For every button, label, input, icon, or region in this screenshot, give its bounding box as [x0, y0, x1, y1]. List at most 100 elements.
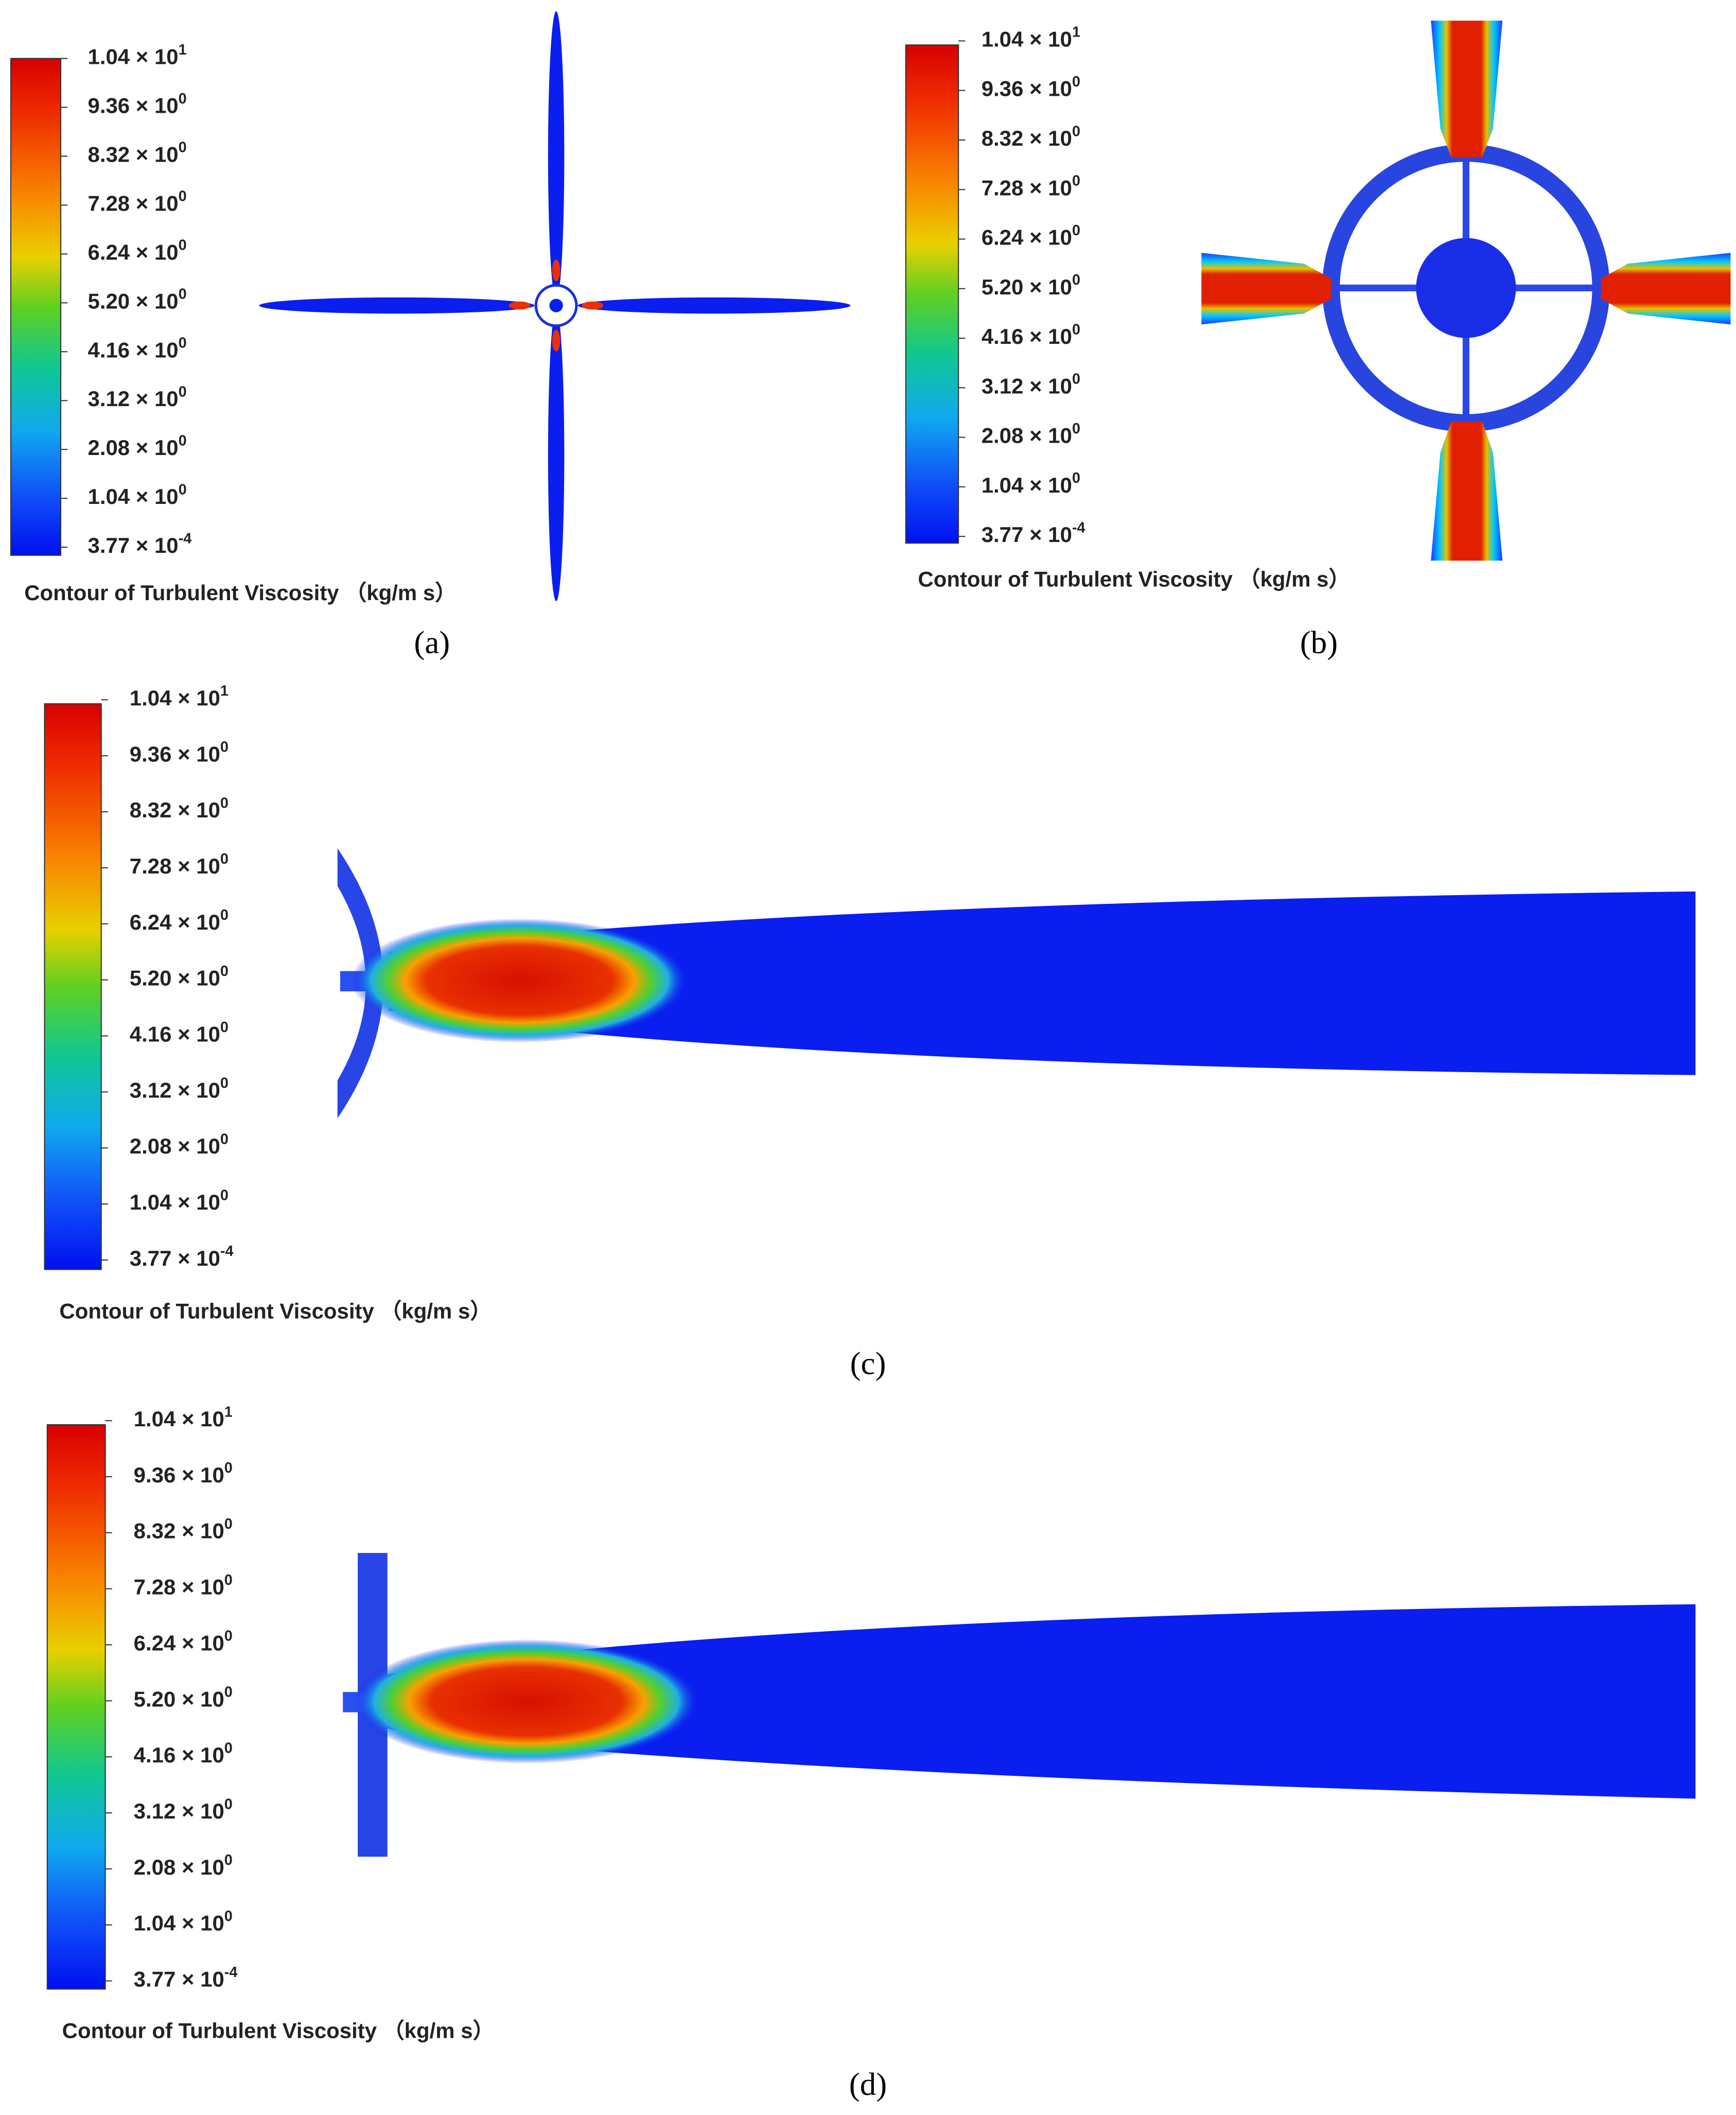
label-base: 4.16 × 10	[130, 1022, 220, 1046]
label-base: 3.12 × 10	[134, 1799, 224, 1823]
label-base: 5.20 × 10	[134, 1687, 224, 1711]
label-base: 7.28 × 10	[87, 191, 178, 216]
label-exponent: 1	[179, 41, 187, 58]
colorbar-label: 1.04 × 101	[87, 41, 186, 68]
colorbar-label: 9.36 × 100	[87, 90, 186, 117]
label-exponent: 0	[224, 1628, 233, 1644]
label-exponent: 0	[220, 851, 229, 867]
label-exponent: 0	[1072, 172, 1080, 189]
label-base: 7.28 × 10	[134, 1575, 224, 1599]
label-base: 3.12 × 10	[981, 374, 1072, 398]
label-exponent: 0	[220, 739, 229, 755]
panel-caption: (a)	[414, 624, 450, 660]
colorbar-label: 8.32 × 100	[87, 139, 186, 166]
label-exponent: 0	[224, 1516, 233, 1532]
colorbar-label: 7.28 × 100	[134, 1571, 233, 1599]
label-exponent: 0	[1072, 420, 1080, 436]
label-exponent: 0	[179, 432, 187, 449]
label-base: 2.08 × 10	[87, 435, 178, 460]
colorbar	[905, 44, 959, 544]
colorbar-label: 3.12 × 100	[87, 383, 186, 411]
colorbar	[46, 1424, 106, 1990]
geometry-c	[337, 848, 1696, 1118]
colorbar-label: 1.04 × 100	[981, 470, 1080, 497]
colorbar-label: 3.77 × 10-4	[130, 1243, 234, 1270]
label-base: 1.04 × 10	[130, 686, 220, 710]
label-base: 1.04 × 10	[87, 45, 178, 69]
colorbar-label: 4.16 × 100	[134, 1740, 233, 1767]
label-base: 1.04 × 10	[134, 1407, 224, 1431]
label-exponent: 0	[224, 1460, 233, 1476]
label-base: 2.08 × 10	[134, 1855, 224, 1879]
colorbar-label: 4.16 × 100	[130, 1019, 229, 1046]
label-exponent: 0	[1072, 321, 1080, 338]
colorbar-label: 9.36 × 100	[134, 1460, 233, 1487]
label-base: 9.36 × 10	[134, 1463, 224, 1487]
legend-title: Contour of Turbulent Viscosity （kg/m s）	[24, 581, 457, 605]
label-exponent: 0	[220, 1187, 229, 1203]
label-base: 4.16 × 10	[981, 324, 1072, 348]
label-exponent: 0	[179, 481, 187, 498]
label-exponent: 0	[1072, 272, 1080, 288]
colorbar-label: 9.36 × 100	[130, 739, 229, 766]
label-exponent: 0	[1072, 74, 1080, 90]
colorbar-label: 6.24 × 100	[130, 907, 229, 934]
label-base: 6.24 × 10	[130, 910, 220, 934]
colorbar-label: 4.16 × 100	[981, 321, 1080, 348]
label-base: 1.04 × 10	[981, 473, 1072, 497]
colorbar-label: 1.04 × 100	[134, 1908, 233, 1935]
label-exponent: 1	[1072, 24, 1080, 40]
geometry-d	[343, 1553, 1696, 1857]
colorbar-label: 7.28 × 100	[87, 188, 186, 215]
label-exponent: 0	[220, 1019, 229, 1035]
label-exponent: -4	[220, 1243, 234, 1260]
label-base: 4.16 × 10	[87, 338, 178, 362]
label-exponent: 0	[179, 139, 187, 155]
label-base: 5.20 × 10	[981, 275, 1072, 299]
colorbar-label: 5.20 × 100	[87, 286, 186, 313]
label-base: 8.32 × 10	[130, 798, 220, 822]
colorbar-label: 3.12 × 100	[130, 1075, 229, 1102]
colorbar	[44, 703, 102, 1270]
colorbar-label: 5.20 × 100	[130, 963, 229, 990]
label-exponent: 0	[1072, 222, 1080, 238]
label-exponent: 1	[224, 1404, 233, 1420]
colorbar-label: 6.24 × 100	[134, 1628, 233, 1655]
label-base: 6.24 × 10	[87, 240, 178, 264]
label-exponent: 0	[179, 90, 187, 107]
label-exponent: -4	[179, 530, 192, 547]
label-exponent: 0	[220, 795, 229, 811]
label-base: 3.77 × 10	[134, 1967, 224, 1991]
colorbar-label: 2.08 × 100	[134, 1852, 233, 1879]
colorbar	[10, 58, 62, 556]
colorbar-label: 1.04 × 101	[134, 1404, 233, 1431]
label-base: 6.24 × 10	[981, 225, 1072, 250]
label-base: 1.04 × 10	[87, 484, 178, 509]
label-base: 2.08 × 10	[130, 1134, 220, 1158]
label-base: 7.28 × 10	[981, 176, 1072, 200]
label-base: 5.20 × 10	[87, 289, 178, 313]
label-exponent: 0	[220, 1131, 229, 1147]
label-base: 4.16 × 10	[134, 1743, 224, 1767]
colorbar-label: 8.32 × 100	[130, 795, 229, 822]
label-exponent: 0	[224, 1908, 233, 1925]
label-base: 3.77 × 10	[87, 533, 178, 557]
geometry-b	[1201, 21, 1731, 561]
label-exponent: 0	[220, 963, 229, 980]
colorbar-label: 1.04 × 101	[981, 24, 1080, 51]
label-base: 3.12 × 10	[87, 387, 178, 411]
panel-caption: (d)	[849, 2066, 887, 2102]
legend-title: Contour of Turbulent Viscosity （kg/m s）	[62, 2018, 495, 2042]
colorbar-label: 3.77 × 10-4	[981, 519, 1085, 547]
label-base: 6.24 × 10	[134, 1631, 224, 1655]
label-base: 1.04 × 10	[981, 27, 1072, 51]
label-exponent: 0	[179, 335, 187, 351]
colorbar-label: 4.16 × 100	[87, 335, 186, 362]
colorbar-label: 3.77 × 10-4	[134, 1964, 238, 1991]
colorbar-label: 6.24 × 100	[981, 222, 1080, 249]
label-exponent: 0	[224, 1740, 233, 1756]
colorbar-label: 1.04 × 101	[130, 683, 229, 710]
colorbar-label: 3.12 × 100	[134, 1796, 233, 1823]
